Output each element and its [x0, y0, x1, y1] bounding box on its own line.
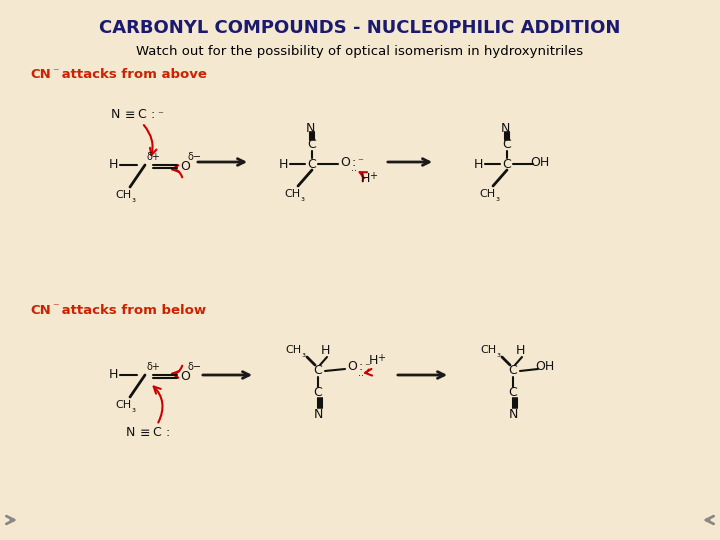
Text: +: + — [369, 171, 377, 181]
Text: ⁻: ⁻ — [52, 301, 58, 314]
Text: C: C — [153, 427, 161, 440]
Text: +: + — [377, 353, 385, 363]
Text: ₃: ₃ — [300, 193, 304, 203]
Text: H: H — [473, 158, 482, 171]
Text: ⁻: ⁻ — [52, 66, 58, 79]
Text: H: H — [320, 343, 330, 356]
Text: δ+: δ+ — [146, 152, 160, 162]
Text: C: C — [307, 158, 316, 171]
Text: CH: CH — [284, 189, 300, 199]
Text: CH: CH — [115, 400, 131, 410]
Text: C: C — [314, 387, 323, 400]
Text: attacks from above: attacks from above — [57, 69, 207, 82]
Text: C: C — [508, 387, 518, 400]
Text: ≡: ≡ — [140, 427, 150, 440]
Text: O: O — [180, 369, 190, 382]
Text: δ−: δ− — [188, 152, 202, 162]
FancyArrowPatch shape — [153, 387, 163, 422]
Text: ⁻: ⁻ — [364, 362, 370, 372]
Text: H: H — [369, 354, 378, 367]
Text: CARBONYL COMPOUNDS - NUCLEOPHILIC ADDITION: CARBONYL COMPOUNDS - NUCLEOPHILIC ADDITI… — [99, 19, 621, 37]
Text: δ+: δ+ — [146, 362, 160, 372]
Text: CH: CH — [480, 345, 496, 355]
Text: :: : — [359, 361, 363, 374]
Text: CH: CH — [115, 190, 131, 200]
Text: ⁻: ⁻ — [157, 110, 163, 120]
Text: C: C — [307, 138, 316, 152]
Text: H: H — [516, 343, 525, 356]
Text: O: O — [340, 156, 350, 168]
Text: ₃: ₃ — [131, 404, 135, 414]
Text: H: H — [360, 172, 369, 185]
FancyArrowPatch shape — [144, 125, 156, 155]
Text: ⁻: ⁻ — [357, 157, 363, 167]
Text: N: N — [508, 408, 518, 422]
Text: C: C — [503, 158, 511, 171]
Text: OH: OH — [531, 156, 549, 168]
Text: CH: CH — [479, 189, 495, 199]
Text: CN: CN — [30, 69, 50, 82]
FancyArrowPatch shape — [365, 369, 372, 375]
Text: :: : — [166, 427, 170, 440]
Text: CN: CN — [30, 303, 50, 316]
Text: Watch out for the possibility of optical isomerism in hydroxynitriles: Watch out for the possibility of optical… — [136, 45, 584, 58]
Text: attacks from below: attacks from below — [57, 303, 206, 316]
Text: O: O — [180, 159, 190, 172]
Text: C: C — [138, 109, 146, 122]
Text: N: N — [110, 109, 120, 122]
Text: :: : — [151, 109, 155, 122]
Text: ..: .. — [351, 163, 357, 173]
Text: H: H — [108, 159, 117, 172]
FancyArrowPatch shape — [359, 172, 367, 181]
Text: H: H — [279, 158, 288, 171]
Text: N: N — [125, 427, 135, 440]
Text: H: H — [108, 368, 117, 381]
Text: N: N — [500, 122, 510, 134]
Text: ₃: ₃ — [496, 349, 500, 359]
FancyArrowPatch shape — [172, 366, 182, 377]
Text: OH: OH — [536, 361, 554, 374]
Text: δ−: δ− — [188, 362, 202, 372]
Text: ₃: ₃ — [495, 193, 499, 203]
Text: N: N — [313, 408, 323, 422]
Text: O: O — [347, 361, 357, 374]
Text: ₃: ₃ — [301, 349, 305, 359]
Text: :: : — [352, 156, 356, 168]
Text: C: C — [508, 364, 518, 377]
Text: N: N — [305, 122, 315, 134]
Text: C: C — [503, 138, 511, 152]
Text: ₃: ₃ — [131, 194, 135, 204]
FancyArrowPatch shape — [172, 165, 182, 177]
Text: CH: CH — [285, 345, 301, 355]
Text: C: C — [314, 364, 323, 377]
Text: ..: .. — [358, 368, 364, 378]
Text: ≡: ≡ — [125, 109, 135, 122]
